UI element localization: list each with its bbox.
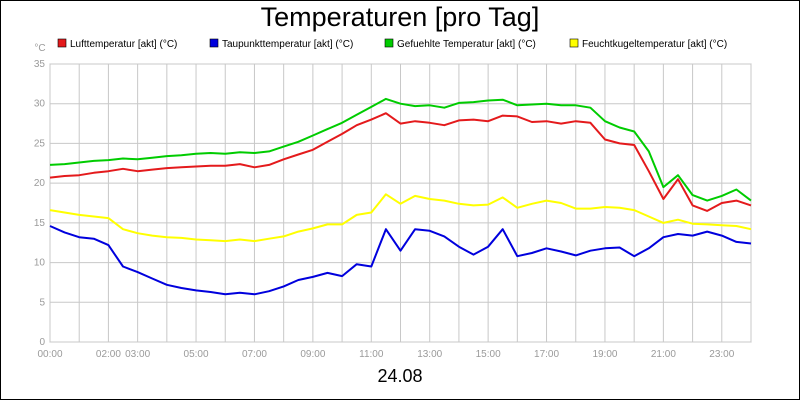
x-tick-label: 00:00 <box>37 349 62 360</box>
legend: Lufttemperatur [akt] (°C) Taupunkttempera… <box>57 38 727 50</box>
y-tick-label: 20 <box>34 178 46 189</box>
x-tick-label: 19:00 <box>592 349 617 360</box>
legend-swatch <box>209 38 219 48</box>
y-tick-label: 35 <box>34 59 46 70</box>
legend-item: Lufttemperatur [akt] (°C) <box>57 38 177 50</box>
x-tick-label: 09:00 <box>300 349 325 360</box>
grid-lines <box>49 63 752 343</box>
series-line <box>49 225 752 296</box>
legend-label: Gefuehlte Temperatur [akt] (°C) <box>397 39 536 50</box>
legend-label: Lufttemperatur [akt] (°C) <box>70 39 177 50</box>
x-tick-label: 21:00 <box>651 349 676 360</box>
legend-label: Feuchtkugeltemperatur [akt] (°C) <box>582 39 727 50</box>
legend-item: Taupunkttemperatur [akt] (°C) <box>209 38 353 50</box>
series-line <box>49 112 752 212</box>
y-axis-ticks: 0 5 10 15 20 25 30 35 <box>34 59 46 348</box>
x-tick-label: 07:00 <box>242 349 267 360</box>
y-tick-label: 30 <box>34 99 46 110</box>
legend-label: Taupunkttemperatur [akt] (°C) <box>222 39 353 50</box>
y-axis-unit: °C <box>34 43 45 54</box>
x-axis-ticks: 00:00 02:00 03:00 05:00 07:00 09:00 11:00 13:00… <box>37 349 734 360</box>
x-tick-label: 15:00 <box>476 349 501 360</box>
series-line <box>49 97 752 202</box>
x-axis-label: 24.08 <box>377 366 423 386</box>
chart-title: Temperaturen [pro Tag] <box>260 2 540 32</box>
x-tick-label: 17:00 <box>534 349 559 360</box>
legend-item: Gefuehlte Temperatur [akt] (°C) <box>384 38 536 50</box>
legend-item: Feuchtkugeltemperatur [akt] (°C) <box>569 38 727 50</box>
y-tick-label: 0 <box>39 337 45 348</box>
x-tick-label: 13:00 <box>417 349 442 360</box>
legend-swatch <box>569 38 579 48</box>
y-tick-label: 5 <box>39 297 45 308</box>
series-lines <box>49 97 752 296</box>
y-tick-label: 15 <box>34 218 46 229</box>
x-tick-label: 05:00 <box>184 349 209 360</box>
legend-swatch <box>384 38 394 48</box>
x-tick-label: 02:00 <box>96 349 121 360</box>
x-tick-label: 23:00 <box>709 349 734 360</box>
y-tick-label: 10 <box>34 258 46 269</box>
legend-swatch <box>57 38 67 48</box>
x-tick-label: 11:00 <box>359 349 384 360</box>
x-tick-label: 03:00 <box>125 349 150 360</box>
series-line <box>49 193 752 243</box>
y-tick-label: 25 <box>34 138 46 149</box>
